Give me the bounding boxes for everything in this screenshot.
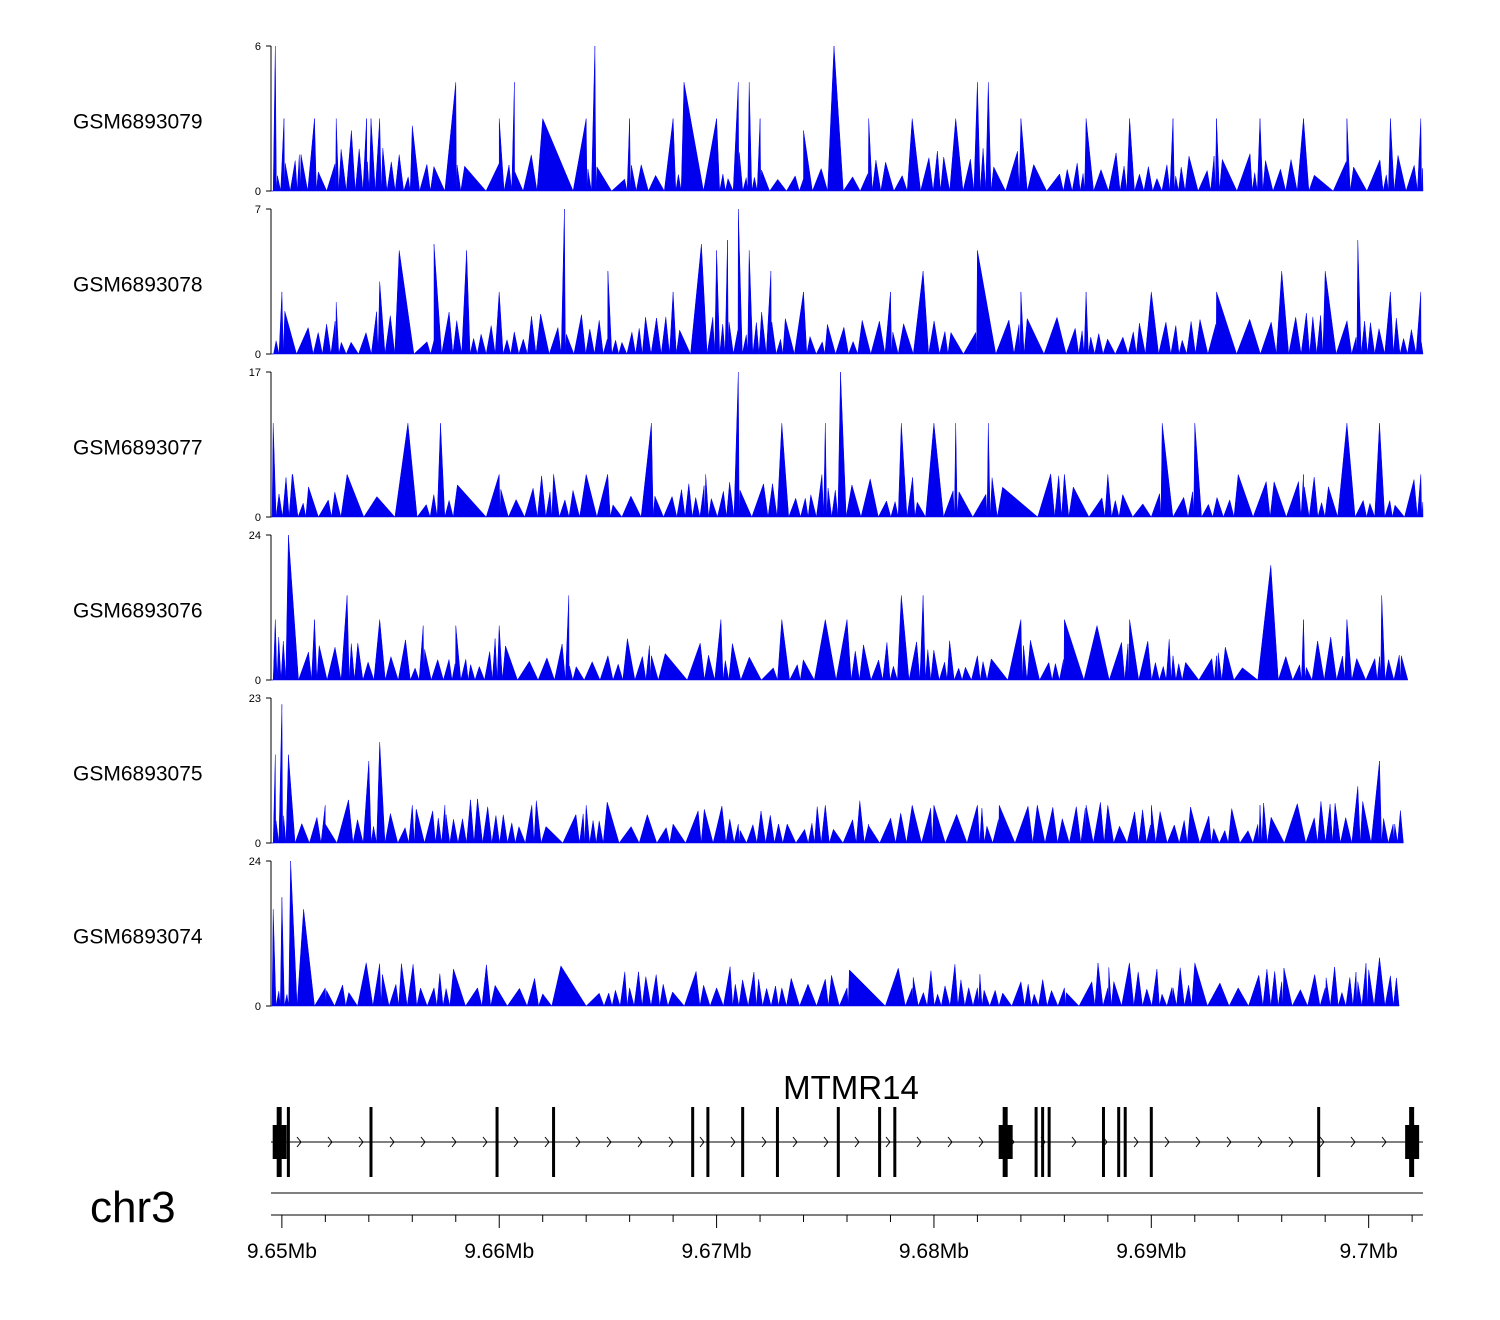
track-label: GSM6893077 — [73, 436, 203, 459]
strand-arrow — [1226, 1136, 1232, 1148]
genome-axis: chr3 9.65Mb 9.66Mb 9.67Mb 9.68Mb 9.69Mb 9.7Mb — [90, 1183, 1423, 1263]
chromosome-label: chr3 — [90, 1183, 176, 1232]
x-tick-label: 9.69Mb — [1116, 1240, 1186, 1263]
track-label: GSM6893078 — [73, 273, 203, 296]
strand-arrow — [389, 1136, 395, 1148]
coverage-area — [271, 860, 1400, 1007]
coverage-tracks: GSM689307960GSM689307870GSM6893077170GSM… — [73, 41, 1424, 1013]
exon — [775, 1107, 779, 1177]
strand-arrow — [854, 1136, 860, 1148]
strand-arrow — [823, 1136, 829, 1148]
strand-arrow — [606, 1136, 612, 1148]
coverage-area — [271, 371, 1424, 518]
strand-arrow — [1288, 1136, 1294, 1148]
gene-name: MTMR14 — [783, 1069, 919, 1106]
coverage-area — [271, 534, 1409, 681]
exon — [495, 1107, 499, 1177]
x-tick-label: 9.7Mb — [1339, 1240, 1397, 1263]
x-tick-label: 9.66Mb — [464, 1240, 534, 1263]
y-tick-label-min: 0 — [255, 349, 261, 361]
strand-arrow — [792, 1136, 798, 1148]
gene-model — [271, 1107, 1423, 1177]
exon — [741, 1107, 745, 1177]
track-GSM6893074: GSM6893074 24 0 — [73, 856, 1400, 1013]
track-label: GSM6893074 — [73, 925, 203, 948]
strand-arrow — [1133, 1136, 1139, 1148]
strand-arrow — [668, 1136, 674, 1148]
strand-arrow — [296, 1136, 302, 1148]
strand-arrow — [544, 1136, 550, 1148]
exon-utr — [272, 1125, 287, 1159]
track-GSM6893075: GSM6893075 23 0 — [73, 693, 1404, 850]
strand-arrow — [916, 1136, 922, 1148]
strand-arrow — [978, 1136, 984, 1148]
y-tick-label-max: 23 — [249, 693, 261, 705]
y-tick-label-max: 7 — [255, 204, 261, 216]
exon — [1034, 1107, 1038, 1177]
exon — [836, 1107, 840, 1177]
x-tick-label: 9.67Mb — [682, 1240, 752, 1263]
strand-arrow — [699, 1136, 705, 1148]
track-GSM6893079: GSM6893079 6 0 — [73, 41, 1424, 198]
gene-track: MTMR14 — [271, 1069, 1423, 1177]
strand-arrow — [451, 1136, 457, 1148]
exon — [1101, 1107, 1105, 1177]
y-tick-label-max: 6 — [255, 41, 261, 53]
strand-arrow — [1350, 1136, 1356, 1148]
exon — [878, 1107, 882, 1177]
exon — [1317, 1107, 1321, 1177]
track-GSM6893076: GSM6893076 24 0 — [73, 530, 1409, 687]
strand-arrow — [420, 1136, 426, 1148]
strand-arrow — [637, 1136, 643, 1148]
exon — [1041, 1107, 1045, 1177]
y-tick-label-max: 24 — [249, 856, 261, 868]
strand-arrow — [761, 1136, 767, 1148]
track-label: GSM6893076 — [73, 599, 203, 622]
exon — [893, 1107, 897, 1177]
strand-arrow — [1071, 1136, 1077, 1148]
exon — [286, 1107, 290, 1177]
track-label: GSM6893079 — [73, 110, 203, 133]
strand-arrow — [327, 1136, 333, 1148]
exon — [1123, 1107, 1127, 1177]
y-tick-label-min: 0 — [255, 186, 261, 198]
exon-utr — [1405, 1125, 1420, 1159]
exon — [691, 1107, 695, 1177]
strand-arrow — [1195, 1136, 1201, 1148]
strand-arrow — [358, 1136, 364, 1148]
coverage-area — [271, 45, 1424, 192]
coverage-area — [271, 208, 1424, 355]
track-GSM6893077: GSM6893077 17 0 — [73, 367, 1424, 524]
x-tick-label: 9.65Mb — [247, 1240, 317, 1263]
exon — [1117, 1107, 1121, 1177]
strand-arrow — [1319, 1136, 1325, 1148]
strand-arrow — [1381, 1136, 1387, 1148]
y-tick-label-min: 0 — [255, 838, 261, 850]
strand-arrow — [513, 1136, 519, 1148]
y-tick-label-min: 0 — [255, 1001, 261, 1013]
x-tick-label: 9.68Mb — [899, 1240, 969, 1263]
exon — [1047, 1107, 1051, 1177]
y-tick-label-min: 0 — [255, 675, 261, 687]
strand-arrow — [482, 1136, 488, 1148]
exon — [369, 1107, 373, 1177]
exon — [706, 1107, 710, 1177]
y-tick-label-min: 0 — [255, 512, 261, 524]
exon-utr — [998, 1125, 1013, 1159]
strand-arrow — [1257, 1136, 1263, 1148]
exon — [552, 1107, 556, 1177]
y-tick-label-max: 17 — [249, 367, 261, 379]
strand-arrow — [885, 1136, 891, 1148]
coverage-area — [271, 704, 1404, 844]
y-tick-label-max: 24 — [249, 530, 261, 542]
track-GSM6893078: GSM6893078 7 0 — [73, 204, 1424, 361]
exon — [1149, 1107, 1153, 1177]
strand-arrow — [1164, 1136, 1170, 1148]
strand-arrow — [947, 1136, 953, 1148]
strand-arrow — [575, 1136, 581, 1148]
strand-arrow — [730, 1136, 736, 1148]
track-label: GSM6893075 — [73, 762, 203, 785]
